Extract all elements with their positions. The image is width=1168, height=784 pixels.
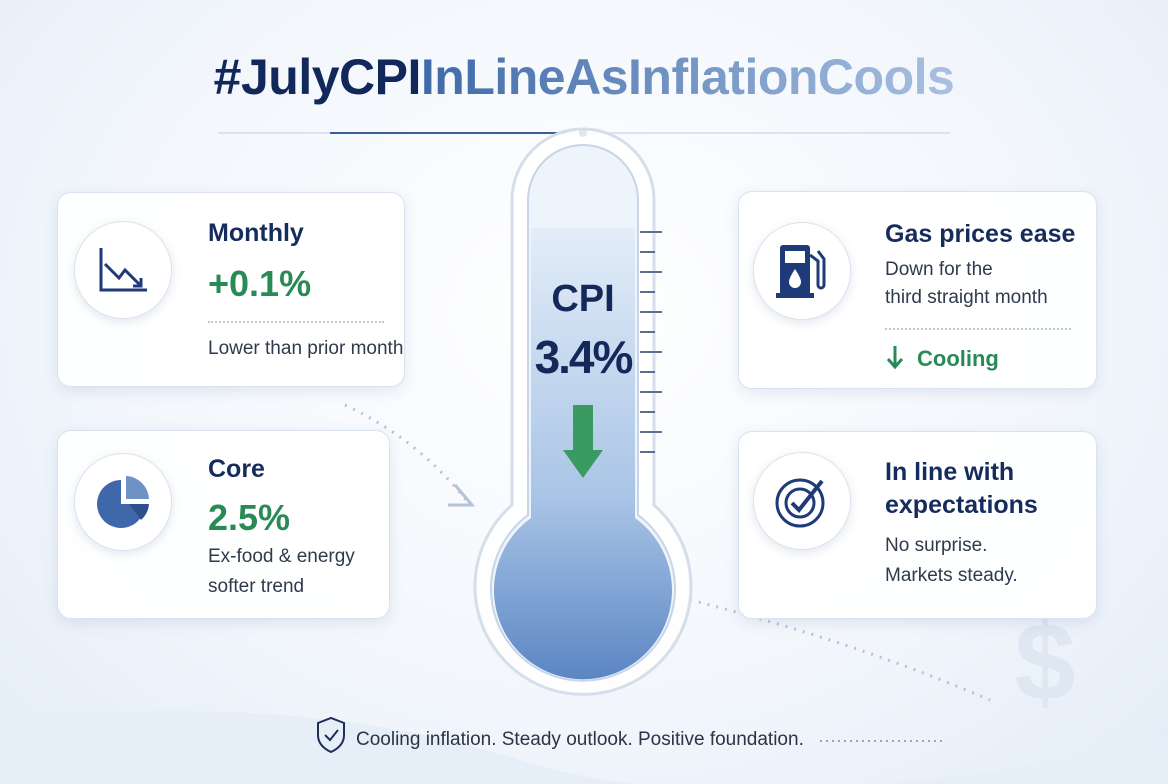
icon [753, 452, 851, 550]
divider [208, 321, 384, 323]
icon [74, 221, 172, 319]
down-arrow [886, 346, 904, 370]
card-note: Ex-food & energy [208, 546, 355, 567]
card-title: expectations [885, 491, 1038, 519]
card-value: 2.5% [208, 497, 291, 538]
headline: #JulyCPIInLineAsInflationCools [0, 48, 1168, 106]
card-note: Lower than prior month [208, 338, 404, 359]
card-note: No surprise. [885, 535, 988, 556]
card-tag: Cooling [917, 346, 999, 371]
card-value: +0.1% [208, 263, 312, 304]
svg-text:$: $ [1014, 601, 1075, 724]
thermo-label: CPI [551, 278, 615, 320]
card-title: In line with [885, 458, 1015, 486]
icon [74, 453, 172, 551]
card: In line with expectations No surprise. M… [738, 431, 1097, 619]
headline-part: InLineAsInflationCools [420, 49, 955, 105]
divider [885, 328, 1071, 330]
card-note: Down for the [885, 259, 993, 280]
card-note: softer trend [208, 576, 305, 597]
card-title: Monthly [208, 219, 304, 247]
card: Core 2.5% Ex-food & energy softer trend [57, 430, 390, 619]
card: Gas prices ease Down for the third strai… [738, 191, 1097, 389]
icon [753, 222, 851, 320]
card-note: Markets steady. [885, 565, 1018, 586]
footer-text: Cooling inflation. Steady outlook. Posit… [356, 729, 804, 750]
thermo-value: 3.4% [534, 331, 634, 383]
card-title: Core [208, 455, 265, 483]
headline-part: #JulyCPI [213, 49, 422, 105]
card-note: third straight month [885, 287, 1048, 308]
card-title: Gas prices ease [885, 220, 1076, 248]
card: Monthly +0.1% Lower than prior month [57, 192, 405, 387]
